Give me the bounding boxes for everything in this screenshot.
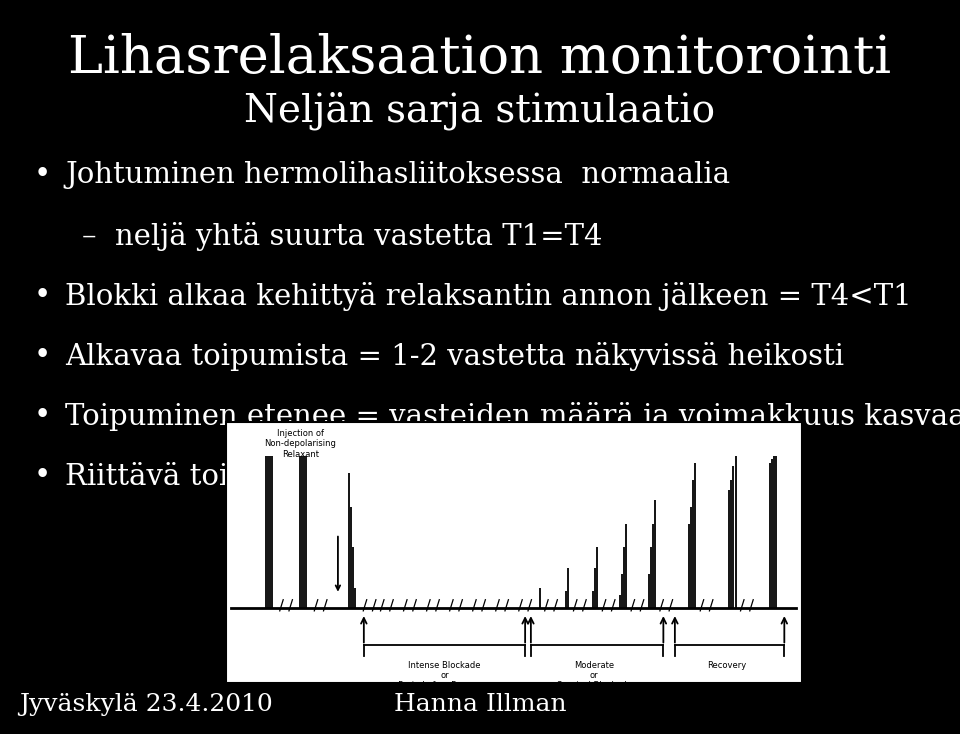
Text: Recovery: Recovery: [708, 661, 746, 669]
Text: •: •: [34, 342, 51, 370]
Text: Moderate
or
Surgical Blockade: Moderate or Surgical Blockade: [557, 661, 632, 691]
Text: •: •: [34, 161, 51, 189]
Text: Lihasrelaksaation monitorointi: Lihasrelaksaation monitorointi: [68, 33, 892, 84]
Text: •: •: [34, 402, 51, 430]
Bar: [226, 422, 802, 683]
Text: Intense Blockade
or
«Period of no Response»: Intense Blockade or «Period of no Respon…: [393, 661, 496, 691]
Text: •: •: [34, 462, 51, 490]
Text: Riittävä toipuminen = TOF-suhde ≥ 0.9: Riittävä toipuminen = TOF-suhde ≥ 0.9: [65, 462, 650, 492]
Text: Alkavaa toipumista = 1-2 vastetta näkyvissä heikosti: Alkavaa toipumista = 1-2 vastetta näkyvi…: [65, 342, 844, 371]
Text: Jyväskylä 23.4.2010: Jyväskylä 23.4.2010: [19, 693, 273, 716]
Text: –  neljä yhtä suurta vastetta T1=T4: – neljä yhtä suurta vastetta T1=T4: [82, 222, 602, 251]
Text: •: •: [34, 282, 51, 310]
Text: Neljän sarja stimulaatio: Neljän sarja stimulaatio: [245, 92, 715, 130]
Text: Injection of
Non-depolarising
Relaxant: Injection of Non-depolarising Relaxant: [265, 429, 336, 459]
Text: Johtuminen hermolihasliitoksessa  normaalia: Johtuminen hermolihasliitoksessa normaal…: [65, 161, 731, 189]
Text: Blokki alkaa kehittyä relaksantin annon jälkeen = T4<T1: Blokki alkaa kehittyä relaksantin annon …: [65, 282, 912, 311]
Text: Toipuminen etenee = vasteiden määrä ja voimakkuus kasvaa: Toipuminen etenee = vasteiden määrä ja v…: [65, 402, 960, 432]
Text: Hanna Illman: Hanna Illman: [394, 693, 566, 716]
